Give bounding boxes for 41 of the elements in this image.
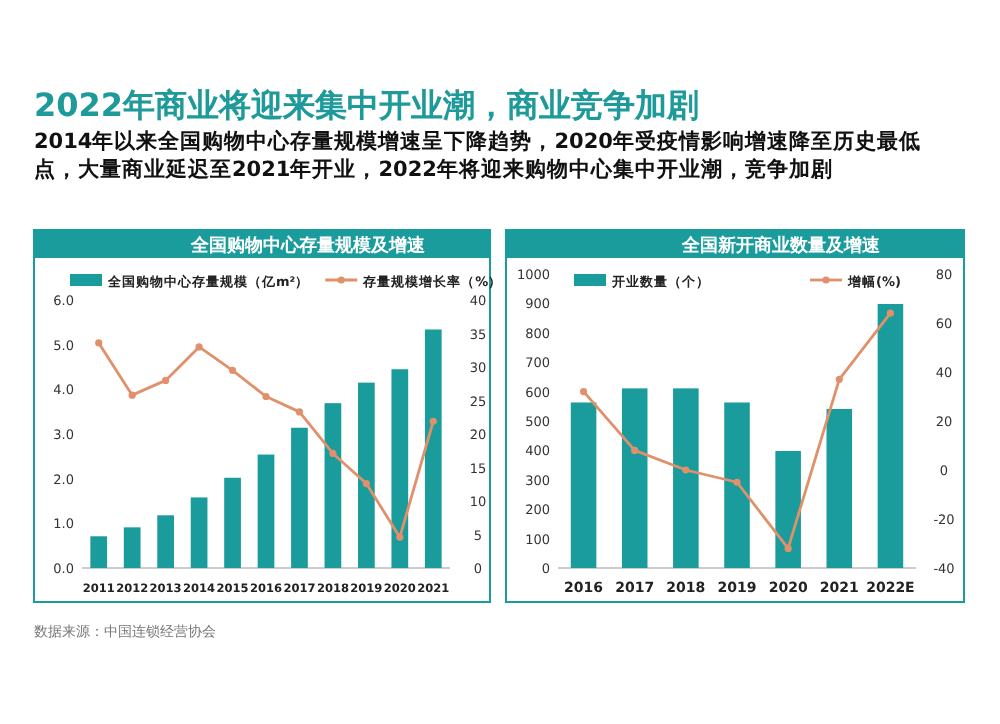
bar bbox=[877, 303, 904, 568]
bar bbox=[673, 388, 699, 568]
point bbox=[682, 466, 690, 474]
point bbox=[579, 388, 588, 396]
bar bbox=[190, 497, 208, 568]
point bbox=[784, 544, 792, 552]
point bbox=[95, 339, 103, 347]
bar bbox=[775, 450, 801, 568]
point bbox=[396, 533, 404, 541]
point bbox=[835, 375, 843, 383]
point bbox=[228, 366, 237, 374]
point bbox=[429, 417, 437, 425]
point bbox=[631, 446, 639, 454]
bar bbox=[123, 527, 141, 568]
text: 2014年以来全国购物中心存量规模增速呈下降趋势，2020年受疫情影响增速降至历史最低点，大量商业延迟至2021年开业，2022年将迎来购物中心集中开业潮，竞争加剧 bbox=[34, 128, 923, 184]
point bbox=[195, 343, 203, 351]
point bbox=[262, 392, 270, 401]
bar bbox=[391, 369, 409, 568]
point bbox=[362, 479, 370, 488]
bar bbox=[157, 515, 174, 568]
bar bbox=[358, 382, 375, 568]
text: 2022年商业将迎来集中开业潮，商业竞争加剧 bbox=[34, 86, 700, 124]
point bbox=[128, 391, 136, 399]
chart-title: 全国新开商业数量及增速 bbox=[679, 235, 882, 257]
point bbox=[733, 478, 741, 486]
chart-title: 全国购物中心存量规模及增速 bbox=[188, 235, 427, 257]
bar bbox=[257, 454, 275, 568]
bar bbox=[291, 427, 308, 568]
bar bbox=[90, 536, 108, 568]
point bbox=[162, 376, 170, 384]
bar bbox=[724, 402, 750, 568]
bar bbox=[570, 402, 597, 568]
bar bbox=[826, 408, 853, 568]
bar bbox=[621, 388, 648, 568]
bar bbox=[424, 329, 442, 568]
point bbox=[295, 408, 304, 416]
point bbox=[886, 309, 895, 317]
bar bbox=[224, 477, 241, 568]
point bbox=[329, 449, 337, 458]
bar bbox=[324, 403, 342, 568]
line-series bbox=[95, 339, 437, 541]
